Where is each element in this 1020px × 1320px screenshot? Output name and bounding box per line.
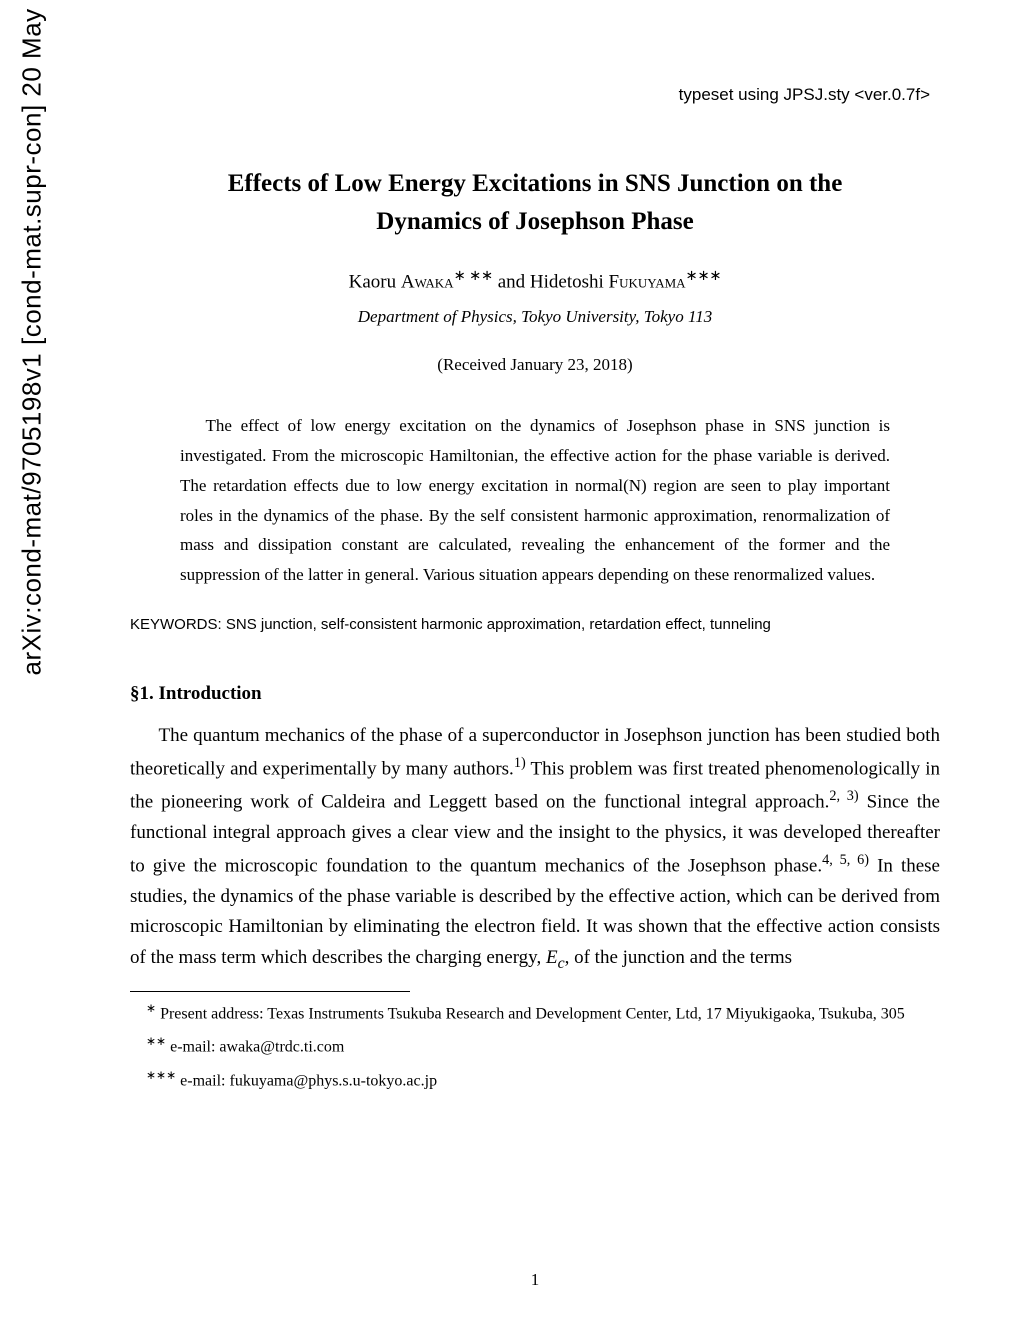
footnote-2-mark: ∗∗: [146, 1034, 166, 1048]
title-line-1: Effects of Low Energy Excitations in SNS…: [228, 170, 843, 197]
footnote-3-text: e-mail: fukuyama@phys.s.u-tokyo.ac.jp: [176, 1072, 437, 1089]
author-separator: and: [493, 271, 530, 292]
citation-ref-3: 4, 5, 6): [822, 852, 869, 868]
keywords: KEYWORDS: SNS junction, self-consistent …: [130, 616, 940, 633]
citation-ref-1: 1): [514, 755, 526, 771]
citation-ref-2: 2, 3): [829, 788, 858, 804]
footnote-rule: [130, 991, 410, 992]
keywords-text: SNS junction, self-consistent harmonic a…: [226, 616, 771, 633]
footnotes: ∗ Present address: Texas Instruments Tsu…: [130, 998, 940, 1095]
authors: Kaoru Awaka∗ ∗∗ and Hidetoshi Fukuyama∗∗…: [130, 268, 940, 293]
section-1-heading: §1. Introduction: [130, 683, 940, 705]
affiliation: Department of Physics, Tokyo University,…: [130, 307, 940, 327]
ec-sub: c: [558, 955, 565, 972]
author1-marks: ∗ ∗∗: [454, 268, 493, 284]
author2-last: Fukuyama: [609, 271, 686, 292]
footnote-1: ∗ Present address: Texas Instruments Tsu…: [130, 998, 940, 1028]
footnote-1-mark: ∗: [146, 1001, 156, 1015]
body-paragraph-1: The quantum mechanics of the phase of a …: [130, 721, 940, 977]
keywords-label: KEYWORDS:: [130, 616, 226, 633]
abstract-text: The effect of low energy excitation on t…: [180, 411, 890, 590]
author1-first: Kaoru: [349, 271, 401, 292]
author1-last: Awaka: [401, 271, 454, 292]
paper-title: Effects of Low Energy Excitations in SNS…: [130, 165, 940, 240]
ec-var: E: [546, 947, 558, 968]
author2-marks: ∗∗∗: [686, 268, 722, 284]
arxiv-stamp: arXiv:cond-mat/9705198v1 [cond-mat.supr-…: [17, 0, 48, 676]
footnote-3: ∗∗∗ e-mail: fukuyama@phys.s.u-tokyo.ac.j…: [130, 1065, 940, 1095]
page-content: typeset using JPSJ.sty <ver.0.7f> Effect…: [130, 0, 940, 1094]
typeset-note: typeset using JPSJ.sty <ver.0.7f>: [130, 85, 930, 105]
footnote-2-text: e-mail: awaka@trdc.ti.com: [166, 1038, 344, 1055]
abstract: The effect of low energy excitation on t…: [180, 411, 890, 590]
body-text-e: , of the junction and the terms: [565, 947, 792, 968]
footnote-1-text: Present address: Texas Instruments Tsuku…: [156, 1005, 905, 1022]
title-line-2: Dynamics of Josephson Phase: [376, 208, 693, 235]
footnote-3-mark: ∗∗∗: [146, 1068, 176, 1082]
received-date: (Received January 23, 2018): [130, 355, 940, 375]
footnote-2: ∗∗ e-mail: awaka@trdc.ti.com: [130, 1031, 940, 1061]
page-number: 1: [25, 1270, 1020, 1290]
author2-first: Hidetoshi: [530, 271, 609, 292]
